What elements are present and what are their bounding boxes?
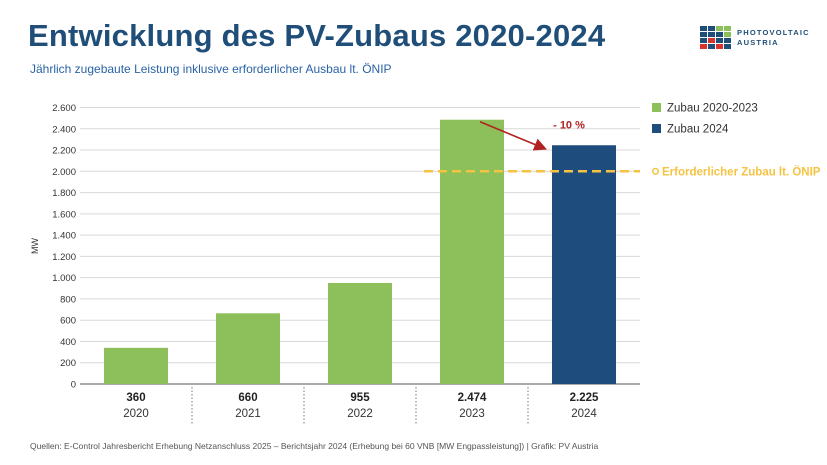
annotation-label: - 10 % <box>553 120 585 132</box>
legend-target-marker <box>651 167 660 175</box>
annotation-arrow <box>479 120 547 151</box>
legend-target-label: Erforderlicher Zubau lt. ÖNIP <box>662 165 821 178</box>
y-tick-label: 0 <box>71 380 76 391</box>
y-tick-label: 2.600 <box>52 103 76 114</box>
y-tick-label: 1.400 <box>52 231 76 242</box>
logo-panel-grid <box>700 26 731 49</box>
y-tick-label: 1.200 <box>52 252 76 263</box>
y-tick-label: 800 <box>60 294 76 305</box>
logo-text-line1: PHOTOVOLTAIC <box>737 28 810 37</box>
y-tick-label: 2.400 <box>52 124 76 135</box>
y-tick-label: 2.000 <box>52 167 76 178</box>
bar-2021 <box>216 313 280 384</box>
pv-austria-logo-icon <box>700 26 731 49</box>
y-tick-label: 2.200 <box>52 146 76 157</box>
bar-2020 <box>104 347 168 384</box>
pv-bar-chart: 0 200 400 600 800 1.000 1.200 1.400 1.600 1.800 2.… <box>30 103 821 424</box>
x-tick-label: 2024 <box>571 408 597 420</box>
logo-text-line2: AUSTRIA <box>737 38 779 47</box>
bar-value-label: 660 <box>238 392 257 404</box>
legend-swatch <box>652 124 661 133</box>
x-tick-label: 2020 <box>123 408 149 420</box>
y-tick-label: 1.600 <box>52 209 76 220</box>
y-tick-label: 600 <box>60 316 76 327</box>
bar-2022 <box>328 282 392 384</box>
page-subtitle: Jährlich zugebaute Leistung inklusive er… <box>30 62 392 76</box>
y-tick-label: 1.800 <box>52 188 76 199</box>
y-tick-label: 200 <box>60 358 76 369</box>
legend-swatch <box>652 103 661 112</box>
source-note: Quellen: E-Control Jahresbericht Erhebun… <box>30 441 599 451</box>
y-tick-label: 400 <box>60 337 76 348</box>
x-tick-label: 2021 <box>235 408 261 420</box>
x-tick-label: 2023 <box>459 408 485 420</box>
legend-label: Zubau 2020-2023 <box>667 103 758 115</box>
bar-value-label: 2.474 <box>458 392 487 404</box>
x-tick-label: 2022 <box>347 408 373 420</box>
bar-value-label: 360 <box>126 392 145 404</box>
bar-value-label: 955 <box>350 392 370 404</box>
bar-2023 <box>440 119 504 385</box>
bar-2024 <box>552 145 616 384</box>
y-axis-label: MW <box>30 238 40 254</box>
bar-value-label: 2.225 <box>570 392 599 404</box>
page-title: Entwicklung des PV-Zubaus 2020-2024 <box>28 18 606 53</box>
y-tick-label: 1.000 <box>52 273 76 284</box>
legend-label: Zubau 2024 <box>667 124 729 136</box>
